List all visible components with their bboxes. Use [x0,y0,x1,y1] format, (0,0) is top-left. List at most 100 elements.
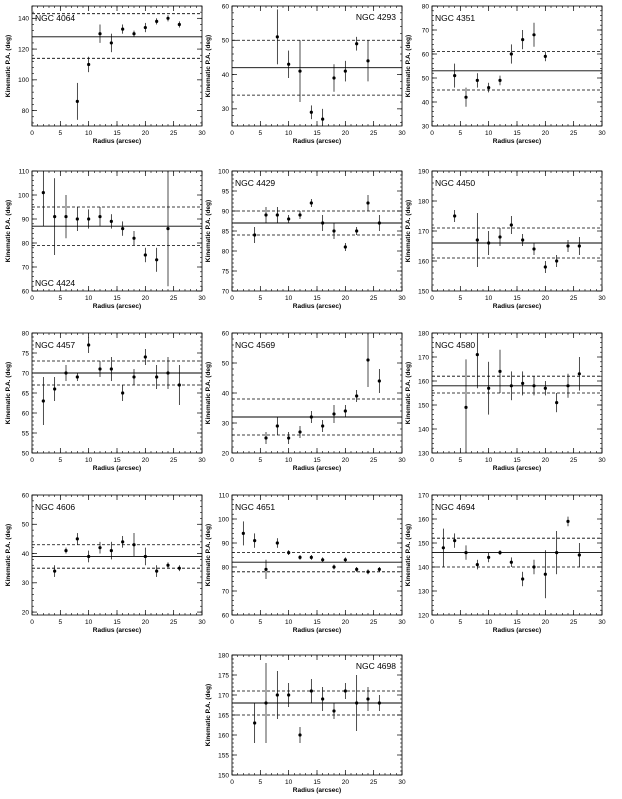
data-point [309,689,313,693]
data-point [475,563,479,567]
x-tick-label: 0 [30,295,34,302]
data-point [332,76,336,80]
data-point [464,95,468,99]
data-point [343,689,347,693]
x-tick-label: 0 [230,295,234,302]
data-point [441,546,445,550]
x-tick-label: 5 [59,619,63,626]
y-tick-label: 110 [219,492,230,499]
y-tick-label: 130 [418,450,429,457]
plot-frame [431,5,603,127]
data-point [566,519,570,524]
data-point [241,531,245,536]
data-point [332,412,336,416]
data-point [464,405,468,409]
x-tick-label: 15 [313,130,321,137]
y-tick-label: 140 [418,564,429,571]
x-tick-label: 5 [259,295,263,302]
data-point [577,372,581,376]
data-point [343,558,347,562]
data-point [155,258,159,262]
x-tick-label: 25 [170,619,178,626]
plot-frame [31,170,203,292]
x-tick-label: 25 [370,779,378,786]
x-tick-label: 20 [142,295,150,302]
x-tick-label: 10 [85,619,93,626]
data-point [132,375,136,379]
data-point [321,117,325,121]
y-tick-label: 80 [22,330,30,337]
plot-frame [31,332,203,454]
data-point [309,555,313,560]
data-point [75,217,79,221]
data-point [509,384,513,388]
y-tick-label: 60 [22,492,30,499]
y-tick-label: 80 [422,3,430,10]
data-point [298,430,302,434]
data-point [309,201,313,205]
x-tick-label: 0 [230,619,234,626]
x-tick-label: 0 [430,130,434,137]
x-tick-label: 5 [459,295,463,302]
data-point [287,693,291,697]
x-axis-label: Radius (arcsec) [93,465,141,472]
x-tick-label: 25 [170,457,178,464]
data-point [75,537,79,541]
panel-ngc-4064: 0 5 10 15 20 25 30 80 100 120 140 Radius (arcsec) Ki… [5,5,206,145]
data-point [275,35,279,39]
data-point [53,387,57,391]
x-tick-label: 5 [459,619,463,626]
data-point [355,229,359,233]
data-point [155,19,159,23]
x-tick-label: 15 [513,295,521,302]
data-point [577,553,581,557]
panel-title: NGC 4569 [235,340,275,350]
plot-frame [31,5,203,127]
y-tick-label: 190 [418,168,429,175]
x-tick-label: 20 [342,457,350,464]
y-tick-label: 160 [418,378,429,385]
y-tick-label: 70 [222,588,230,595]
data-point [332,229,336,233]
x-tick-label: 5 [259,130,263,137]
y-tick-label: 70 [22,264,30,271]
y-tick-label: 130 [418,588,429,595]
data-point [532,247,536,251]
data-point [555,401,559,405]
panel-title: NGC 4580 [435,340,475,350]
y-tick-label: 100 [218,168,229,175]
data-point [498,369,502,373]
x-tick-label: 30 [398,619,406,626]
data-point [287,551,291,555]
data-point [177,22,181,27]
panel-title: NGC 4694 [435,502,475,512]
x-tick-label: 5 [259,457,263,464]
panel-ngc-4351: 0 5 10 15 20 25 30 30 40 50 60 70 80 Radius (arcsec) K… [405,3,606,145]
x-tick-label: 25 [170,295,178,302]
data-point [287,62,291,66]
panel-ngc-4450: 0 5 10 15 20 25 30 150 160 170 180 190 Radius (arcse… [405,168,606,310]
data-point [355,701,359,705]
y-tick-label: 85 [222,228,230,235]
y-tick-label: 100 [18,77,29,84]
y-axis-label: Kinematic P.A. (deg) [205,35,212,97]
y-tick-label: 150 [218,772,229,779]
data-point [509,560,513,564]
y-tick-label: 60 [222,612,230,619]
x-tick-label: 0 [230,779,234,786]
x-tick-label: 30 [198,295,206,302]
data-point [487,241,491,245]
x-tick-label: 25 [370,295,378,302]
data-point [532,565,536,569]
data-point [264,213,268,217]
y-tick-label: 90 [22,216,30,223]
data-point [487,86,491,90]
y-tick-label: 95 [222,188,230,195]
data-point [498,235,502,239]
data-point [532,33,536,37]
y-tick-label: 30 [22,580,30,587]
data-point [321,221,325,225]
panel-ngc-4694: 0 5 10 15 20 25 30 120 130 140 150 160 170 Radius (ar… [405,492,606,634]
x-axis-label: Radius (arcsec) [493,627,541,634]
data-point [53,215,57,219]
